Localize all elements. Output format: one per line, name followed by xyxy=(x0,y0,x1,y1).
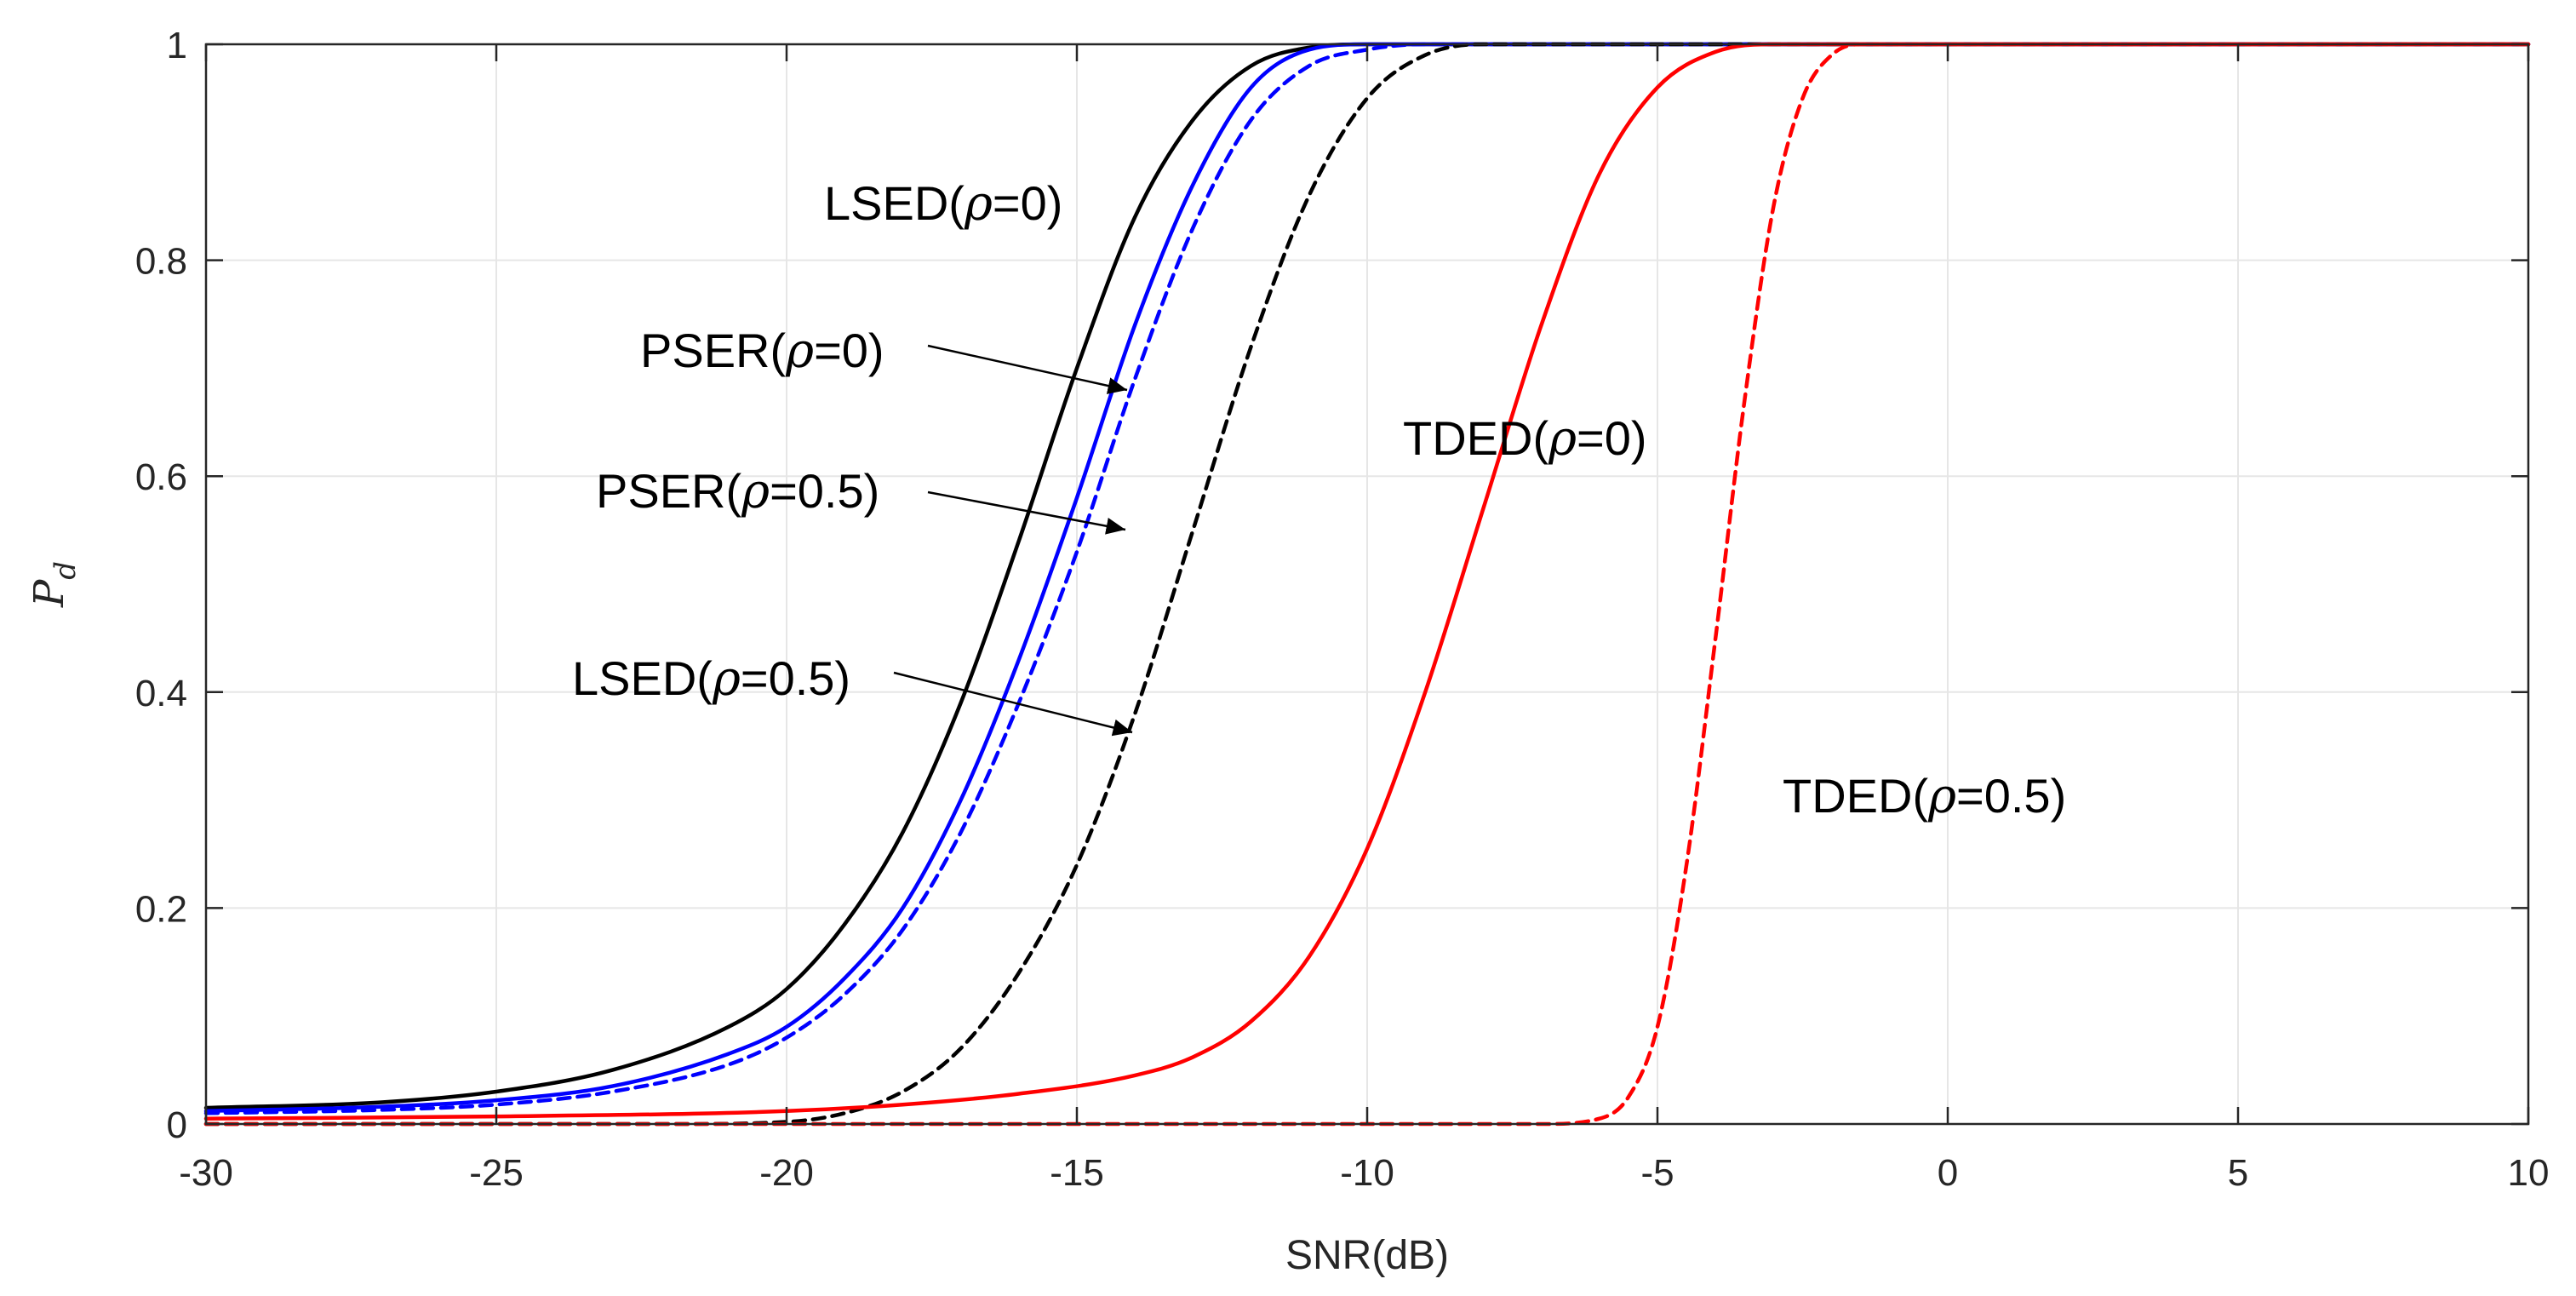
y-tick-label: 0.4 xyxy=(135,673,187,714)
x-tick-label: -20 xyxy=(759,1152,814,1194)
x-tick-label: -5 xyxy=(1640,1152,1674,1194)
annotation-pser-rho-0.5: PSER(ρ=0.5) xyxy=(596,464,879,519)
y-axis-title-subscript: d xyxy=(49,561,83,580)
x-tick-label: 0 xyxy=(1938,1152,1958,1194)
y-tick-label: 0.8 xyxy=(135,241,187,283)
x-tick-label: -30 xyxy=(179,1152,233,1194)
annotation-tded-rho-0.5: TDED(ρ=0.5) xyxy=(1783,769,2066,824)
y-axis-title: Pd xyxy=(26,561,83,608)
x-tick-label: 10 xyxy=(2508,1152,2550,1194)
y-tick-label: 1 xyxy=(167,25,187,66)
annotation-arrow xyxy=(927,490,1126,535)
annotation-tded-rho-0: TDED(ρ=0) xyxy=(1403,411,1647,467)
annotation-pser-rho-0: PSER(ρ=0) xyxy=(640,324,884,379)
annotation-lsed-rho-0.5: LSED(ρ=0.5) xyxy=(572,651,850,707)
annotation-lsed-rho-0: LSED(ρ=0) xyxy=(824,176,1062,232)
y-axis-title-main: P xyxy=(26,579,73,608)
y-tick-label: 0 xyxy=(167,1104,187,1146)
x-tick-label: -15 xyxy=(1050,1152,1104,1194)
x-tick-label: 5 xyxy=(2228,1152,2248,1194)
annotation-arrow xyxy=(927,344,1128,394)
annotation-arrows xyxy=(893,344,1133,737)
annotation-arrow xyxy=(893,671,1133,737)
y-tick-label: 0.6 xyxy=(135,456,187,498)
axis-ticks: -30 -25 -20 -15 -10 -5 0 5 10 0 0.2 0.4 0.6 0.8 1 xyxy=(135,25,2550,1194)
x-tick-label: -10 xyxy=(1340,1152,1394,1194)
x-axis-title: SNR(dB) xyxy=(1285,1233,1449,1278)
y-tick-label: 0.2 xyxy=(135,888,187,930)
x-tick-label: -25 xyxy=(469,1152,524,1194)
